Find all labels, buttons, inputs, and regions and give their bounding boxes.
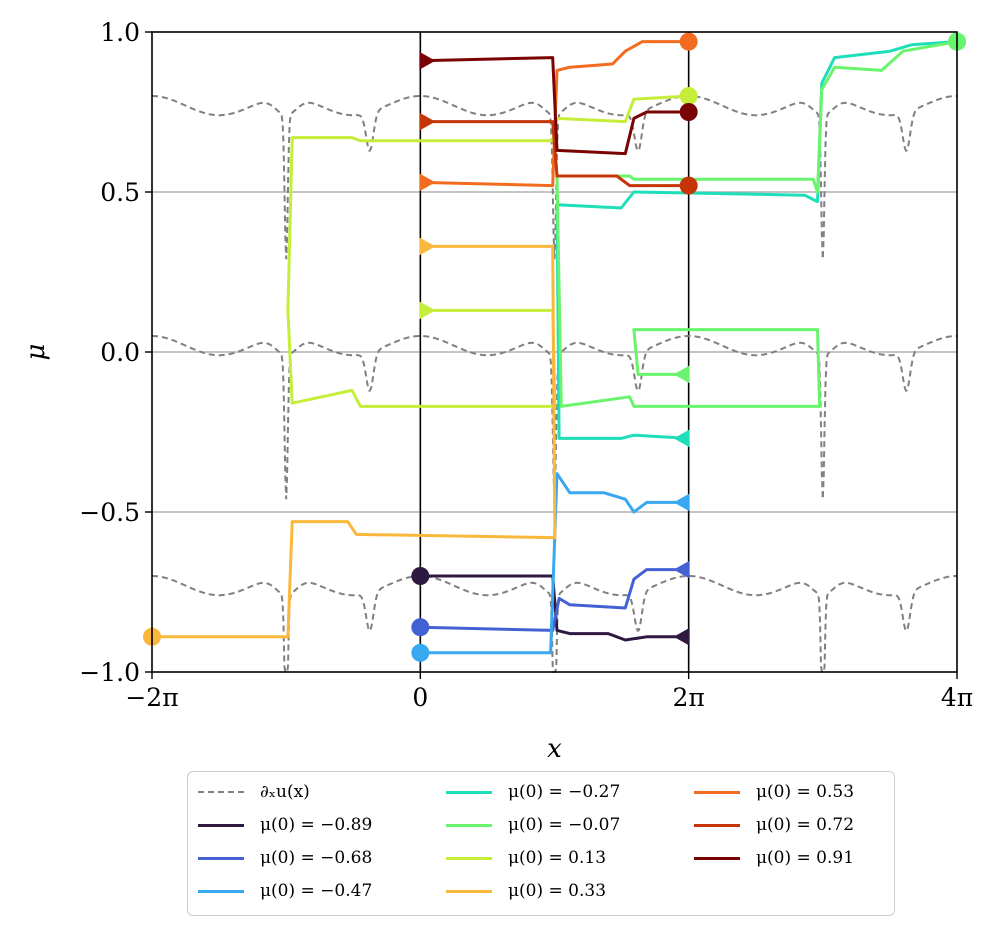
y-tick-label: −0.5 [79,498,140,527]
series-line-6 [152,244,557,639]
chart-figure: −2π 0 2π 4π −1.0 −0.5 0.0 0.5 1.0 x μ [21,18,973,764]
series-marker-start [411,618,430,637]
series-line-7 [420,40,689,188]
series-marker-end [679,32,698,51]
series-marker-end [673,560,690,579]
legend-swatch [446,790,492,794]
legend-swatch [198,791,244,793]
x-axis-label: x [547,734,562,764]
series-marker-end [679,176,698,195]
legend-item: μ(0) = 0.72 [694,812,854,838]
series-marker-start [673,365,690,384]
series-marker-start [419,237,436,256]
legend-item: μ(0) = −0.89 [198,812,372,838]
legend-item: μ(0) = 0.53 [694,779,854,805]
grid-lines [152,32,957,672]
legend-swatch [446,823,492,827]
series-marker-start [673,429,690,448]
legend-swatch [694,823,740,827]
y-tick-label: 1.0 [100,18,140,47]
series-marker-start [419,173,436,192]
y-tick-label: 0.5 [100,178,140,207]
series-line-8 [420,120,689,188]
legend-swatch [198,823,244,827]
legend-label: μ(0) = −0.89 [260,815,373,835]
legend-label: μ(0) = 0.13 [508,848,607,868]
series-marker-end [679,87,698,105]
axis-ticks: −2π 0 2π 4π −1.0 −0.5 0.0 0.5 1.0 [79,18,973,712]
y-axis-label: μ [21,344,51,361]
legend-label: μ(0) = −0.47 [260,881,373,901]
legend-item: μ(0) = 0.13 [446,845,606,871]
legend-swatch [198,889,244,893]
legend-swatch [694,856,740,860]
legend-label: μ(0) = −0.68 [260,848,373,868]
legend-item: μ(0) = 0.91 [694,845,854,871]
x-tick-label: −2π [125,683,178,712]
legend-label: μ(0) = 0.53 [756,782,855,802]
legend: ∂ₓu(x) μ(0) = −0.89 μ(0) = −0.68 μ(0) = −0.… [187,771,895,916]
y-tick-label: −1.0 [79,658,140,687]
y-tick-label: 0.0 [100,338,140,367]
legend-item: μ(0) = −0.47 [198,878,372,904]
legend-swatch [198,856,244,860]
series-marker-end [673,627,690,646]
legend-label: μ(0) = −0.27 [508,782,621,802]
reference-curve [152,95,957,260]
series-line-1 [420,568,689,632]
x-tick-label: 4π [941,683,973,712]
series-line-9 [420,56,689,156]
legend-swatch [694,790,740,794]
x-tick-label: 2π [672,683,704,712]
series-marker-start [411,567,430,585]
legend-label: μ(0) = 0.33 [508,881,607,901]
legend-label: μ(0) = −0.07 [508,815,621,835]
series-line-3 [555,40,958,440]
series-marker-end [673,493,690,512]
legend-item: ∂ₓu(x) [198,779,310,805]
legend-swatch [446,889,492,893]
series-line-2 [420,472,689,655]
series-markers [143,32,966,662]
series-marker-start [419,301,436,320]
series-marker-start [411,643,430,662]
legend-label: μ(0) = 0.72 [756,815,855,835]
legend-item: μ(0) = −0.68 [198,845,372,871]
legend-item: μ(0) = −0.27 [446,779,620,805]
series-marker-start [419,112,436,131]
legend-swatch [446,856,492,860]
legend-item: μ(0) = 0.33 [446,878,606,904]
series-marker-end [679,103,698,121]
series-marker-start [419,51,436,70]
legend-label: ∂ₓu(x) [260,782,310,802]
x-tick-label: 0 [412,683,428,712]
legend-label: μ(0) = 0.91 [756,848,855,868]
series-lines [152,40,958,655]
series-line-5 [286,94,689,408]
legend-item: μ(0) = −0.07 [446,812,620,838]
